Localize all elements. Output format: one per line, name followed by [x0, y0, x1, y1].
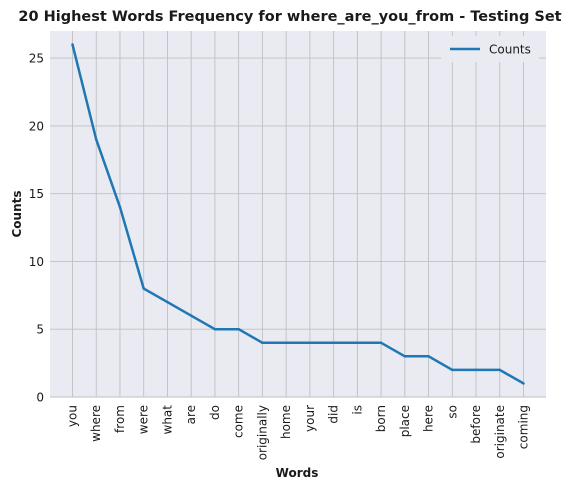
data-point: [308, 341, 312, 345]
data-point: [379, 341, 383, 345]
x-tick-label: your: [303, 405, 317, 432]
data-point: [356, 341, 359, 345]
x-tick-label: coming: [517, 405, 531, 449]
y-tick-label: 15: [29, 187, 44, 201]
chart-title: 20 Highest Words Frequency for where_are…: [18, 9, 561, 25]
data-point: [474, 368, 478, 372]
x-tick-label: home: [279, 405, 293, 439]
data-point: [332, 341, 335, 345]
legend-box: [441, 36, 539, 62]
data-point: [522, 382, 525, 385]
y-axis-label: Counts: [10, 190, 24, 237]
data-point: [94, 138, 98, 141]
x-axis-label: Words: [276, 466, 319, 480]
y-tick-label: 25: [29, 52, 44, 66]
legend: Counts: [441, 36, 539, 62]
data-point: [284, 341, 288, 345]
data-point: [166, 300, 169, 304]
y-tick-label: 20: [29, 119, 44, 133]
x-tick-label: come: [232, 405, 246, 438]
x-tick-label: you: [66, 405, 80, 427]
series: [71, 43, 525, 385]
data-point: [427, 355, 430, 358]
data-point: [451, 368, 454, 372]
y-tick-label: 0: [36, 391, 44, 405]
x-tick-label: do: [208, 405, 222, 420]
data-point: [189, 314, 193, 317]
plot-area: [50, 31, 546, 397]
x-tick-label: here: [422, 405, 436, 432]
x-tick-label: did: [327, 405, 341, 424]
x-tick-label: originally: [255, 405, 269, 460]
x-tick-label: what: [160, 405, 174, 435]
y-tick-label: 5: [36, 323, 44, 337]
data-point: [71, 43, 74, 46]
x-tick-label: so: [445, 405, 459, 419]
y-tick-label: 10: [29, 255, 44, 269]
x-tick-label: are: [184, 405, 198, 424]
x-tick-label: were: [137, 405, 151, 434]
data-point: [261, 341, 264, 345]
x-tick-label: born: [374, 405, 388, 432]
x-tick-label: place: [398, 405, 412, 437]
y-tick-labels: 0 5 10 15 20 25: [29, 52, 44, 405]
x-tick-label: is: [350, 405, 364, 415]
data-point: [213, 327, 217, 331]
data-point: [237, 327, 240, 331]
x-tick-label: from: [113, 405, 127, 433]
legend-label: Counts: [489, 43, 531, 57]
data-point: [118, 205, 122, 209]
x-tick-label: before: [469, 405, 483, 444]
x-tick-label: originate: [493, 405, 507, 459]
x-tick-labels: you where from were what are do come originally h…: [66, 405, 531, 461]
data-point: [142, 287, 145, 290]
series-line-counts: [71, 44, 525, 385]
x-tick-label: where: [89, 405, 103, 442]
data-point: [403, 355, 407, 358]
data-point: [498, 368, 502, 372]
